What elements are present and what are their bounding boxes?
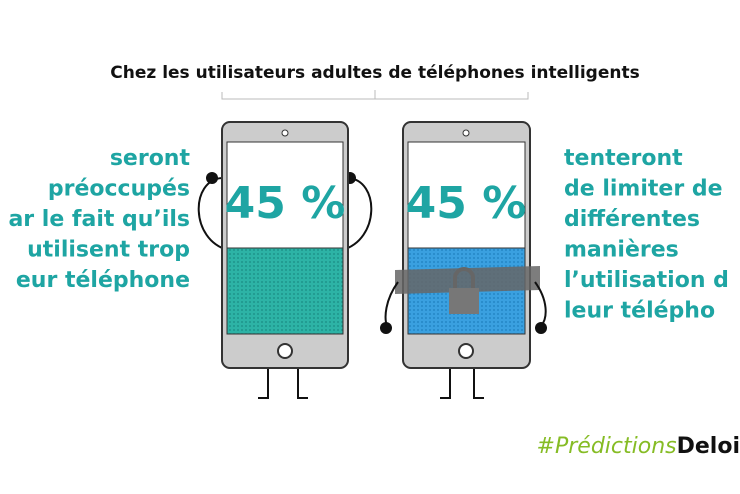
right-phone: 45 % [380,121,547,399]
right-text: tenteront de limiter de différentes manière… [564,146,729,324]
text-line: préoccupés [48,177,190,202]
hashtag: #Prédictions [537,434,677,459]
text-line: eur téléphone [16,268,190,293]
text-line: manières [564,238,679,263]
text-line: seront [110,146,191,171]
title: Chez les utilisateurs adultes de télépho… [110,63,639,83]
text-line: l’utilisation d [564,268,729,293]
text-line: tenteront [564,146,683,171]
left-percent: 45 % [225,178,346,229]
left-phone: 45 % [197,121,373,399]
left-text: seront préoccupés ar le fait qu’ils utilise… [8,146,190,293]
text-line: différentes [564,207,700,232]
footer: #PrédictionsDeloi [537,434,740,459]
text-line: utilisent trop [27,238,190,263]
right-percent: 45 % [406,178,527,229]
text-line: leur télépho [564,299,715,324]
text-line: de limiter de [564,177,723,202]
brand: Deloi [677,434,740,459]
bracket [221,90,529,100]
text-line: ar le fait qu’ils [8,207,190,232]
